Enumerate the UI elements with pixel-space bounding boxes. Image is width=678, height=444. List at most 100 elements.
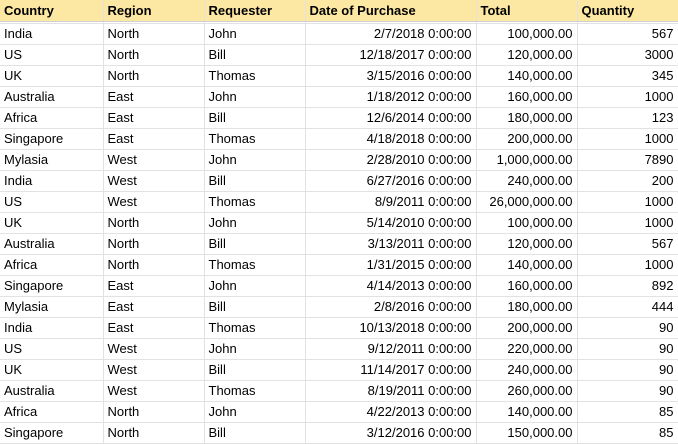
cell-date-of-purchase[interactable]: 3/12/2016 0:00:00 <box>305 422 477 444</box>
cell-region[interactable]: East <box>103 317 205 339</box>
cell-quantity[interactable]: 90 <box>577 359 678 381</box>
cell-quantity[interactable]: 1000 <box>577 191 678 213</box>
cell-country[interactable]: Africa <box>0 254 104 276</box>
cell-country[interactable]: Singapore <box>0 422 104 444</box>
cell-date-of-purchase[interactable]: 9/12/2011 0:00:00 <box>305 338 477 360</box>
cell-requester[interactable]: John <box>204 86 306 108</box>
cell-requester[interactable]: Thomas <box>204 380 306 402</box>
column-header-requester[interactable]: Requester <box>204 0 306 22</box>
cell-requester[interactable]: Bill <box>204 422 306 444</box>
cell-total[interactable]: 100,000.00 <box>476 212 578 234</box>
cell-date-of-purchase[interactable]: 1/31/2015 0:00:00 <box>305 254 477 276</box>
cell-country[interactable]: Africa <box>0 401 104 423</box>
cell-quantity[interactable]: 1000 <box>577 212 678 234</box>
cell-country[interactable]: US <box>0 191 104 213</box>
cell-region[interactable]: West <box>103 149 205 171</box>
cell-requester[interactable]: John <box>204 149 306 171</box>
cell-total[interactable]: 220,000.00 <box>476 338 578 360</box>
cell-country[interactable]: Mylasia <box>0 296 104 318</box>
cell-date-of-purchase[interactable]: 12/6/2014 0:00:00 <box>305 107 477 129</box>
cell-total[interactable]: 260,000.00 <box>476 380 578 402</box>
cell-total[interactable]: 160,000.00 <box>476 275 578 297</box>
cell-quantity[interactable]: 567 <box>577 23 678 45</box>
cell-region[interactable]: West <box>103 191 205 213</box>
cell-region[interactable]: North <box>103 422 205 444</box>
cell-total[interactable]: 160,000.00 <box>476 86 578 108</box>
cell-requester[interactable]: Thomas <box>204 65 306 87</box>
cell-requester[interactable]: Thomas <box>204 254 306 276</box>
column-header-country[interactable]: Country <box>0 0 104 22</box>
cell-date-of-purchase[interactable]: 4/18/2018 0:00:00 <box>305 128 477 150</box>
cell-total[interactable]: 240,000.00 <box>476 359 578 381</box>
cell-total[interactable]: 180,000.00 <box>476 107 578 129</box>
cell-total[interactable]: 240,000.00 <box>476 170 578 192</box>
cell-quantity[interactable]: 85 <box>577 401 678 423</box>
cell-quantity[interactable]: 90 <box>577 338 678 360</box>
cell-date-of-purchase[interactable]: 4/14/2013 0:00:00 <box>305 275 477 297</box>
column-header-quantity[interactable]: Quantity <box>577 0 678 22</box>
cell-country[interactable]: UK <box>0 212 104 234</box>
cell-quantity[interactable]: 1000 <box>577 128 678 150</box>
cell-date-of-purchase[interactable]: 4/22/2013 0:00:00 <box>305 401 477 423</box>
cell-quantity[interactable]: 7890 <box>577 149 678 171</box>
cell-quantity[interactable]: 200 <box>577 170 678 192</box>
cell-country[interactable]: UK <box>0 359 104 381</box>
cell-requester[interactable]: Thomas <box>204 191 306 213</box>
cell-total[interactable]: 140,000.00 <box>476 401 578 423</box>
cell-region[interactable]: West <box>103 359 205 381</box>
cell-date-of-purchase[interactable]: 1/18/2012 0:00:00 <box>305 86 477 108</box>
cell-region[interactable]: North <box>103 65 205 87</box>
cell-date-of-purchase[interactable]: 10/13/2018 0:00:00 <box>305 317 477 339</box>
cell-region[interactable]: East <box>103 296 205 318</box>
cell-date-of-purchase[interactable]: 2/8/2016 0:00:00 <box>305 296 477 318</box>
cell-quantity[interactable]: 90 <box>577 317 678 339</box>
column-header-region[interactable]: Region <box>103 0 205 22</box>
cell-country[interactable]: Australia <box>0 86 104 108</box>
cell-requester[interactable]: John <box>204 338 306 360</box>
cell-country[interactable]: UK <box>0 65 104 87</box>
cell-country[interactable]: Singapore <box>0 275 104 297</box>
cell-country[interactable]: India <box>0 317 104 339</box>
cell-region[interactable]: East <box>103 128 205 150</box>
cell-date-of-purchase[interactable]: 3/13/2011 0:00:00 <box>305 233 477 255</box>
column-header-date-of-purchase[interactable]: Date of Purchase <box>305 0 477 22</box>
cell-date-of-purchase[interactable]: 6/27/2016 0:00:00 <box>305 170 477 192</box>
cell-requester[interactable]: Thomas <box>204 317 306 339</box>
cell-quantity[interactable]: 85 <box>577 422 678 444</box>
cell-requester[interactable]: Bill <box>204 296 306 318</box>
cell-quantity[interactable]: 567 <box>577 233 678 255</box>
cell-date-of-purchase[interactable]: 2/7/2018 0:00:00 <box>305 23 477 45</box>
cell-date-of-purchase[interactable]: 3/15/2016 0:00:00 <box>305 65 477 87</box>
cell-date-of-purchase[interactable]: 8/19/2011 0:00:00 <box>305 380 477 402</box>
cell-region[interactable]: East <box>103 275 205 297</box>
cell-total[interactable]: 180,000.00 <box>476 296 578 318</box>
cell-total[interactable]: 200,000.00 <box>476 128 578 150</box>
cell-quantity[interactable]: 3000 <box>577 44 678 66</box>
cell-total[interactable]: 26,000,000.00 <box>476 191 578 213</box>
cell-requester[interactable]: Bill <box>204 107 306 129</box>
column-header-total[interactable]: Total <box>476 0 578 22</box>
cell-country[interactable]: Singapore <box>0 128 104 150</box>
cell-quantity[interactable]: 892 <box>577 275 678 297</box>
cell-quantity[interactable]: 345 <box>577 65 678 87</box>
cell-country[interactable]: Mylasia <box>0 149 104 171</box>
cell-requester[interactable]: Bill <box>204 359 306 381</box>
cell-quantity[interactable]: 123 <box>577 107 678 129</box>
cell-country[interactable]: US <box>0 44 104 66</box>
cell-quantity[interactable]: 1000 <box>577 254 678 276</box>
cell-total[interactable]: 140,000.00 <box>476 254 578 276</box>
cell-region[interactable]: North <box>103 254 205 276</box>
cell-quantity[interactable]: 444 <box>577 296 678 318</box>
cell-region[interactable]: North <box>103 233 205 255</box>
cell-requester[interactable]: Bill <box>204 170 306 192</box>
cell-region[interactable]: North <box>103 44 205 66</box>
cell-requester[interactable]: John <box>204 275 306 297</box>
cell-region[interactable]: North <box>103 401 205 423</box>
cell-country[interactable]: Africa <box>0 107 104 129</box>
cell-date-of-purchase[interactable]: 5/14/2010 0:00:00 <box>305 212 477 234</box>
cell-date-of-purchase[interactable]: 12/18/2017 0:00:00 <box>305 44 477 66</box>
cell-requester[interactable]: John <box>204 23 306 45</box>
cell-date-of-purchase[interactable]: 2/28/2010 0:00:00 <box>305 149 477 171</box>
cell-country[interactable]: US <box>0 338 104 360</box>
cell-country[interactable]: India <box>0 170 104 192</box>
